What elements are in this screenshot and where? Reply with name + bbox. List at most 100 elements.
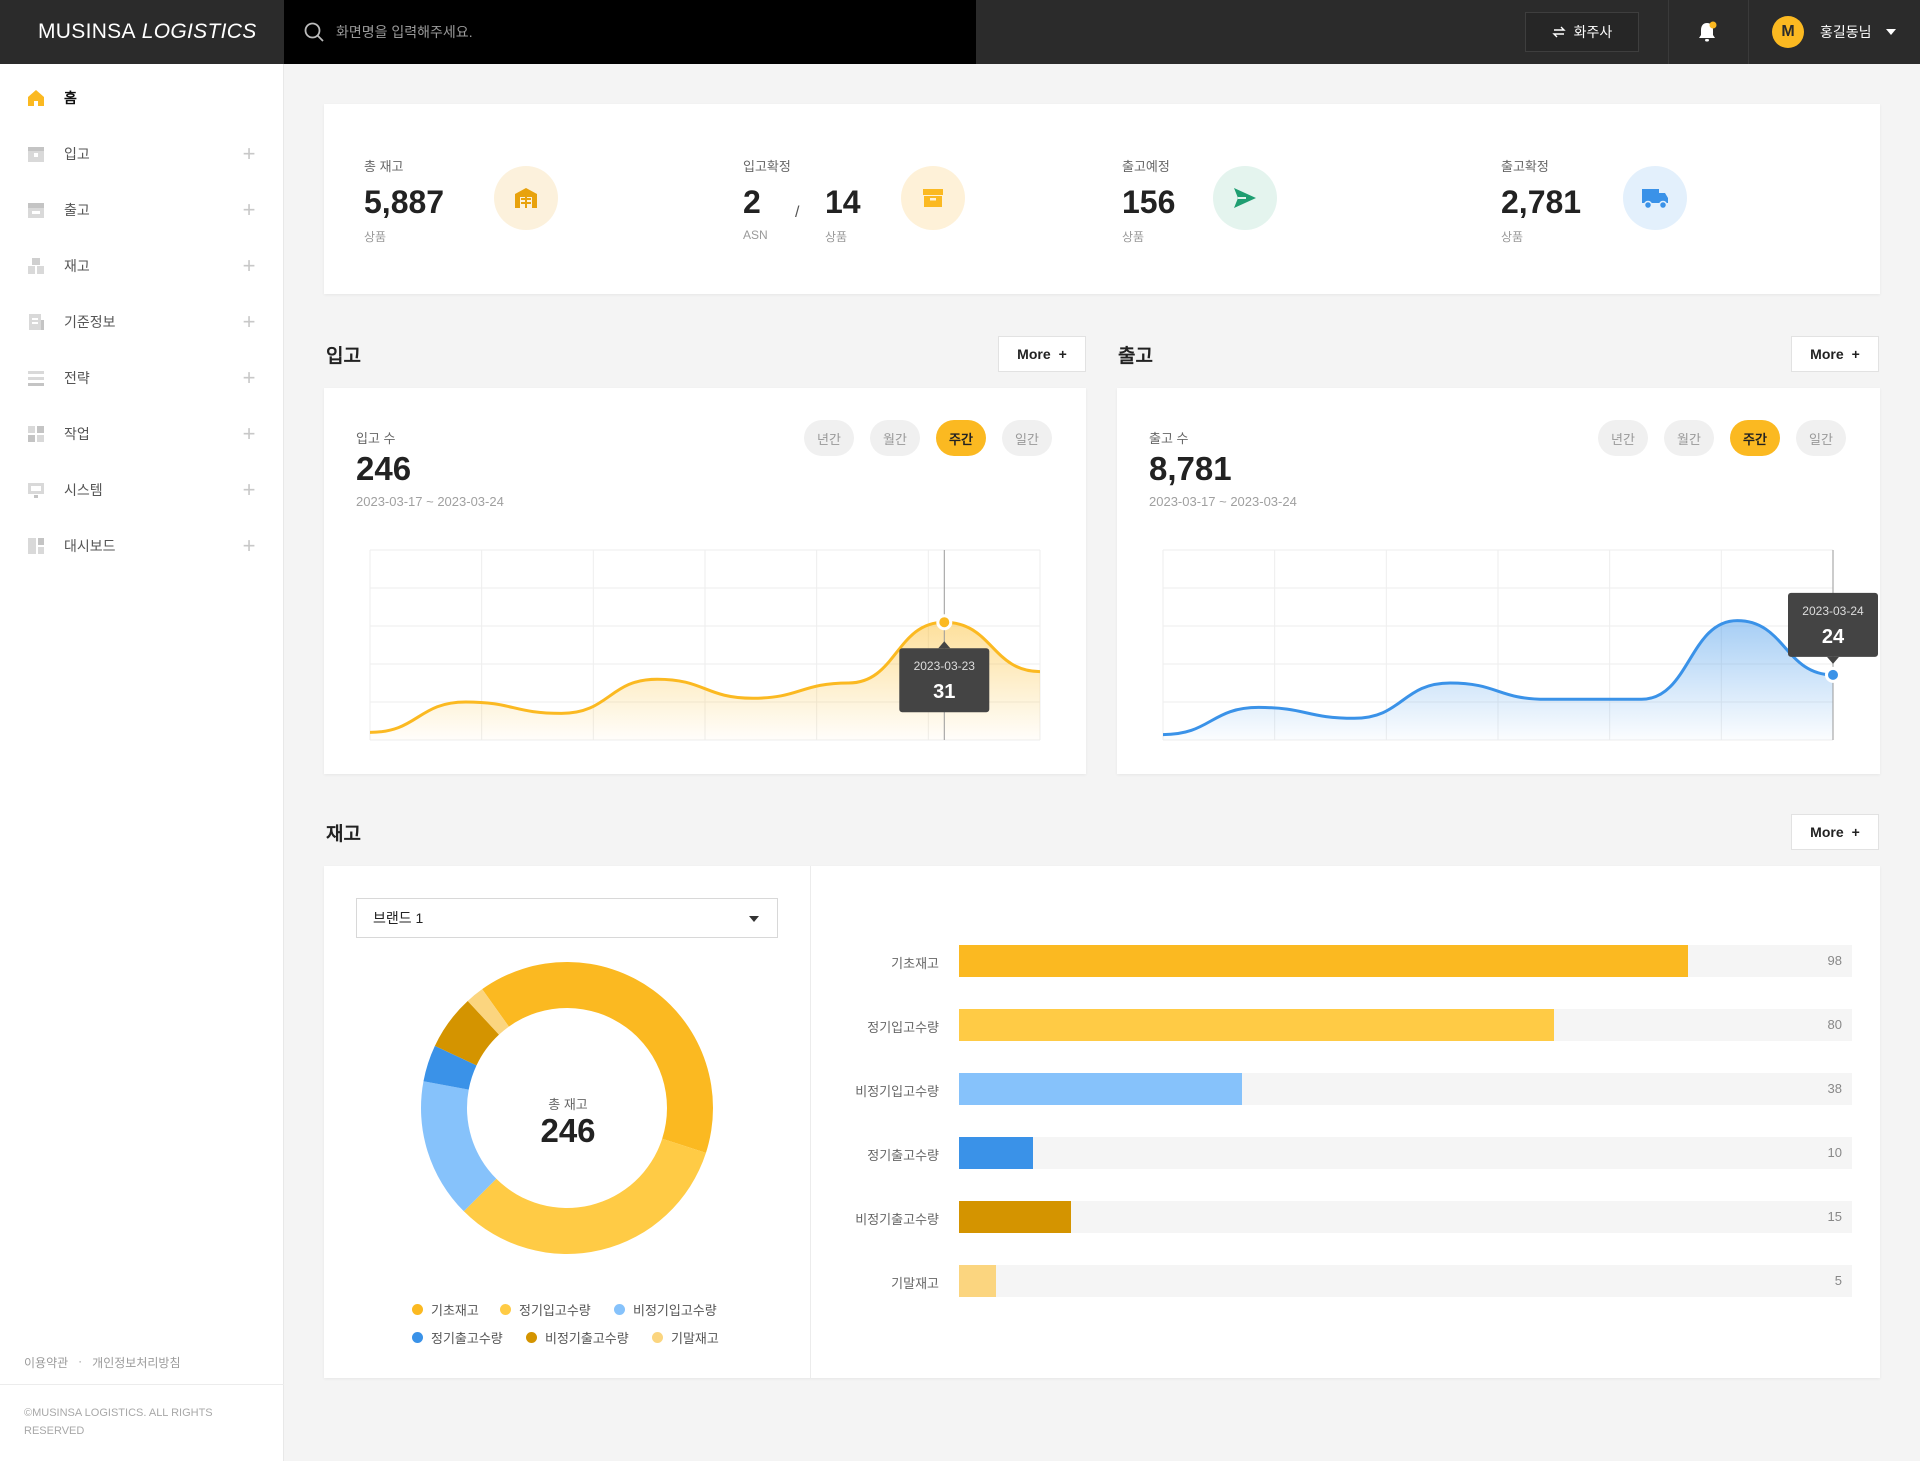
search-input[interactable]: [336, 24, 896, 40]
plus-icon[interactable]: +: [242, 141, 256, 166]
plus-icon[interactable]: +: [242, 477, 256, 502]
plus-icon[interactable]: +: [242, 421, 256, 446]
donut-slice[interactable]: [434, 1000, 500, 1066]
sidebar-item-label: 전략: [64, 370, 90, 386]
search-icon[interactable]: [304, 22, 324, 42]
more-label: More: [1810, 824, 1844, 840]
period-tab-yearly[interactable]: 년간: [804, 420, 854, 456]
master-data-icon: [26, 312, 46, 332]
logo[interactable]: MUSINSA LOGISTICS: [0, 0, 284, 64]
section-title-inbound: 입고: [326, 346, 361, 367]
bar[interactable]: [959, 945, 1688, 977]
shipper-switch-button[interactable]: 화주사: [1525, 12, 1639, 52]
sidebar-item-dashboard[interactable]: 대시보드 +: [0, 518, 284, 574]
summary-unit-asn: ASN: [743, 228, 768, 242]
inventory-more-button[interactable]: More +: [1791, 814, 1879, 850]
summary-outbound-confirmed: 출고확정 2,781 상품: [1501, 104, 1801, 294]
sidebar-item-system[interactable]: 시스템 +: [0, 462, 284, 518]
donut-value: 246: [540, 1112, 596, 1149]
plus-icon[interactable]: +: [242, 309, 256, 334]
period-tab-weekly[interactable]: 주간: [936, 420, 986, 456]
plus-icon[interactable]: +: [242, 253, 256, 278]
period-tab-yearly[interactable]: 년간: [1598, 420, 1648, 456]
bar[interactable]: [959, 1201, 1071, 1233]
sidebar-item-home[interactable]: 홈: [0, 70, 284, 126]
bar[interactable]: [959, 1009, 1554, 1041]
divider: [1748, 0, 1749, 64]
bar-label: 정기출고수량: [867, 1148, 939, 1163]
bar-label: 비정기출고수량: [855, 1212, 939, 1227]
tooltip-arrow: [1827, 656, 1839, 664]
inbound-icon: [26, 144, 46, 164]
bar-track: 5: [959, 1265, 1852, 1297]
plus-icon[interactable]: +: [242, 197, 256, 222]
user-menu[interactable]: M 홍길동님: [1772, 16, 1896, 48]
home-icon: [26, 88, 46, 108]
bar[interactable]: [959, 1073, 1242, 1105]
sidebar-item-outbound[interactable]: 출고 +: [0, 182, 284, 238]
inbound-chart-card: 입고 수 246 2023-03-17 ~ 2023-03-24 년간 월간 주…: [324, 388, 1086, 774]
donut-slice[interactable]: [421, 1081, 497, 1212]
brand-selected: 브랜드 1: [373, 910, 424, 926]
terms-link[interactable]: 이용약관: [24, 1356, 69, 1370]
sidebar-item-inbound[interactable]: 입고 +: [0, 126, 284, 182]
legend-dot: [652, 1332, 663, 1343]
sidebar-item-inventory[interactable]: 재고 +: [0, 238, 284, 294]
bar-value: 10: [1827, 1145, 1842, 1160]
plus-icon: +: [1851, 824, 1860, 840]
summary-unit: 상품: [1122, 230, 1145, 244]
sidebar-item-master-data[interactable]: 기준정보 +: [0, 294, 284, 350]
legend-label: 기초재고: [431, 1303, 479, 1318]
bar-label: 기초재고: [891, 956, 939, 971]
section-title-outbound: 출고: [1118, 346, 1153, 367]
period-tab-monthly[interactable]: 월간: [1664, 420, 1714, 456]
summary-unit: 상품: [1501, 230, 1524, 244]
summary-label: 출고예정: [1122, 159, 1170, 174]
summary-value: 5,887: [364, 184, 445, 220]
sidebar-item-label: 기준정보: [64, 314, 116, 330]
date-range: 2023-03-17 ~ 2023-03-24: [356, 494, 504, 509]
series-area: [1163, 620, 1833, 740]
donut-slice[interactable]: [482, 962, 713, 1153]
section-title-inventory: 재고: [326, 824, 361, 845]
donut-slice[interactable]: [467, 989, 509, 1035]
brand-select[interactable]: 브랜드 1: [356, 898, 778, 938]
legend-dot: [500, 1304, 511, 1315]
legend-dot: [614, 1304, 625, 1315]
plus-icon: +: [1851, 346, 1860, 362]
system-icon: [26, 480, 46, 500]
summary-value-items: 14: [825, 184, 861, 220]
sidebar-item-work[interactable]: 작업 +: [0, 406, 284, 462]
top-bar: MUSINSA LOGISTICS 화주사 M 홍길동님: [0, 0, 1920, 64]
bar[interactable]: [959, 1265, 996, 1297]
legend-dot: [526, 1332, 537, 1343]
bell-icon[interactable]: [1695, 20, 1719, 44]
sidebar-item-strategy[interactable]: 전략 +: [0, 350, 284, 406]
period-tab-daily[interactable]: 일간: [1796, 420, 1846, 456]
inbound-area-chart: 2023-03-23 31: [369, 549, 1041, 741]
outbound-more-button[interactable]: More +: [1791, 336, 1879, 372]
plus-icon[interactable]: +: [242, 533, 256, 558]
more-label: More: [1017, 346, 1051, 362]
legend-item: 정기입고수량: [500, 1300, 591, 1319]
sidebar-item-label: 출고: [64, 202, 90, 218]
donut-slice[interactable]: [423, 1045, 477, 1090]
privacy-link[interactable]: 개인정보처리방침: [92, 1356, 181, 1370]
summary-card: 총 재고 5,887 상품 입고확정 2 ASN / 14 상품 출고예정 15…: [324, 104, 1880, 294]
period-tab-monthly[interactable]: 월간: [870, 420, 920, 456]
legend-item: 비정기출고수량: [526, 1328, 629, 1347]
donut-slice[interactable]: [463, 1138, 706, 1254]
bar-label: 비정기입고수량: [855, 1084, 939, 1099]
divider: [1668, 0, 1669, 64]
period-tab-daily[interactable]: 일간: [1002, 420, 1052, 456]
summary-label: 입고확정: [743, 159, 791, 174]
chart-label: 입고 수: [356, 431, 396, 446]
period-tab-weekly[interactable]: 주간: [1730, 420, 1780, 456]
legend-label: 정기출고수량: [431, 1331, 503, 1346]
highlight-point[interactable]: [1825, 666, 1841, 683]
highlight-point[interactable]: [936, 614, 953, 631]
plus-icon[interactable]: +: [242, 365, 256, 390]
tooltip: [899, 648, 990, 713]
bar[interactable]: [959, 1137, 1033, 1169]
inbound-more-button[interactable]: More +: [998, 336, 1086, 372]
